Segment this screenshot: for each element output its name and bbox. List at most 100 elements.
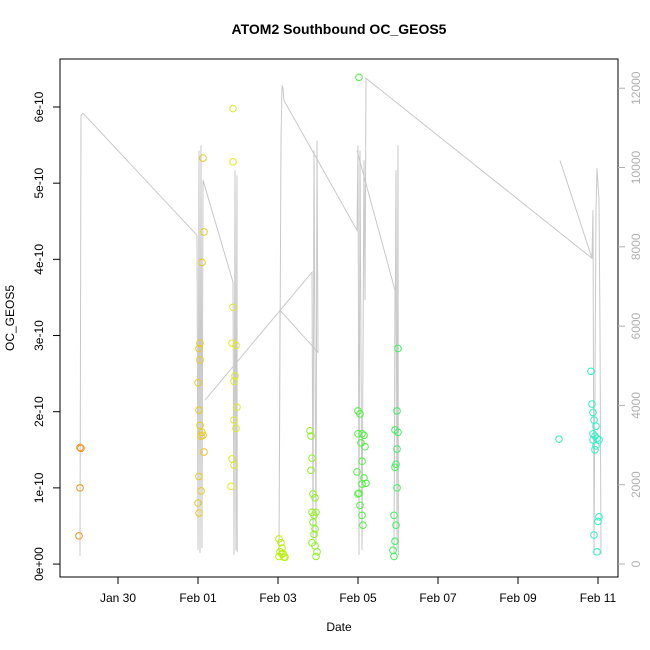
point [230,461,238,469]
point [593,548,601,556]
point [230,377,238,386]
point [309,518,317,526]
point [355,73,363,82]
point [589,408,597,417]
point [393,407,401,415]
point [393,445,401,453]
y-tick-label: 5e-10 [32,168,46,199]
point [591,432,599,440]
point [200,228,208,236]
x-tick-label: Jan 30 [100,591,136,605]
point [591,445,599,454]
point [76,443,84,452]
point [232,424,240,433]
point [227,482,235,491]
y2-tick-label: 4000 [629,392,643,419]
point [229,158,237,166]
point [595,436,603,444]
x-tick-label: Feb 11 [580,591,617,605]
point [592,422,600,430]
y-tick-label: 0e+00 [32,547,46,581]
point [195,406,203,414]
y-tick-label: 6e-10 [32,91,46,122]
y-tick-label: 4e-10 [32,244,46,275]
point [75,532,83,540]
point [313,548,321,556]
point [390,552,398,561]
point [358,457,366,466]
x-tick-label: Feb 05 [339,591,377,605]
point [199,154,207,162]
point [229,303,237,312]
y2-tick-label: 0 [629,560,643,567]
y2-tick-label: 2000 [629,471,643,498]
x-tick-label: Feb 01 [179,591,217,605]
point [361,442,369,451]
point [198,258,206,267]
x-tick-label: Feb 07 [419,591,457,605]
point [587,367,595,376]
point [200,448,208,456]
point [593,434,601,443]
point [394,428,402,437]
point [589,436,597,444]
y2-tick-label: 6000 [629,312,643,339]
point [196,339,204,347]
point [233,403,241,411]
point [232,341,240,350]
point [353,468,361,476]
point [356,410,364,418]
point [310,530,318,539]
point [312,552,320,561]
point [392,460,400,469]
point [592,442,600,450]
point [590,531,598,539]
point [76,484,84,492]
point [309,490,317,498]
point [595,513,603,521]
point [358,511,366,520]
point [278,544,286,552]
point [230,416,238,424]
y-tick-label: 1e-10 [32,472,46,503]
point [588,400,596,408]
point [362,479,370,488]
point [195,344,203,353]
point [77,444,85,453]
point [589,429,597,438]
y-tick-label: 3e-10 [32,320,46,351]
point [355,489,363,498]
point [277,538,285,547]
point [308,454,316,462]
point [281,553,289,561]
point [356,501,364,510]
point [194,499,202,507]
point [394,344,402,353]
point [229,104,237,113]
point [311,493,319,502]
point [307,466,315,475]
point [311,525,319,533]
x-tick-label: Feb 09 [499,591,537,605]
point [392,521,400,530]
point [307,432,315,440]
point [390,511,398,520]
point [555,435,563,443]
y2-tick-label: 8000 [629,233,643,260]
point [197,487,205,495]
y2-tick-label: 12000 [629,71,643,105]
point [360,431,368,440]
point [196,421,204,430]
point [195,472,203,481]
point [391,537,399,545]
point [198,428,206,437]
point [393,484,401,492]
point [306,426,314,435]
point [391,463,399,472]
point [312,508,320,517]
y2-tick-label: 10000 [629,151,643,185]
x-axis-label: Date [326,620,352,634]
chart-title: ATOM2 Southbound OC_GEOS5 [232,21,447,37]
